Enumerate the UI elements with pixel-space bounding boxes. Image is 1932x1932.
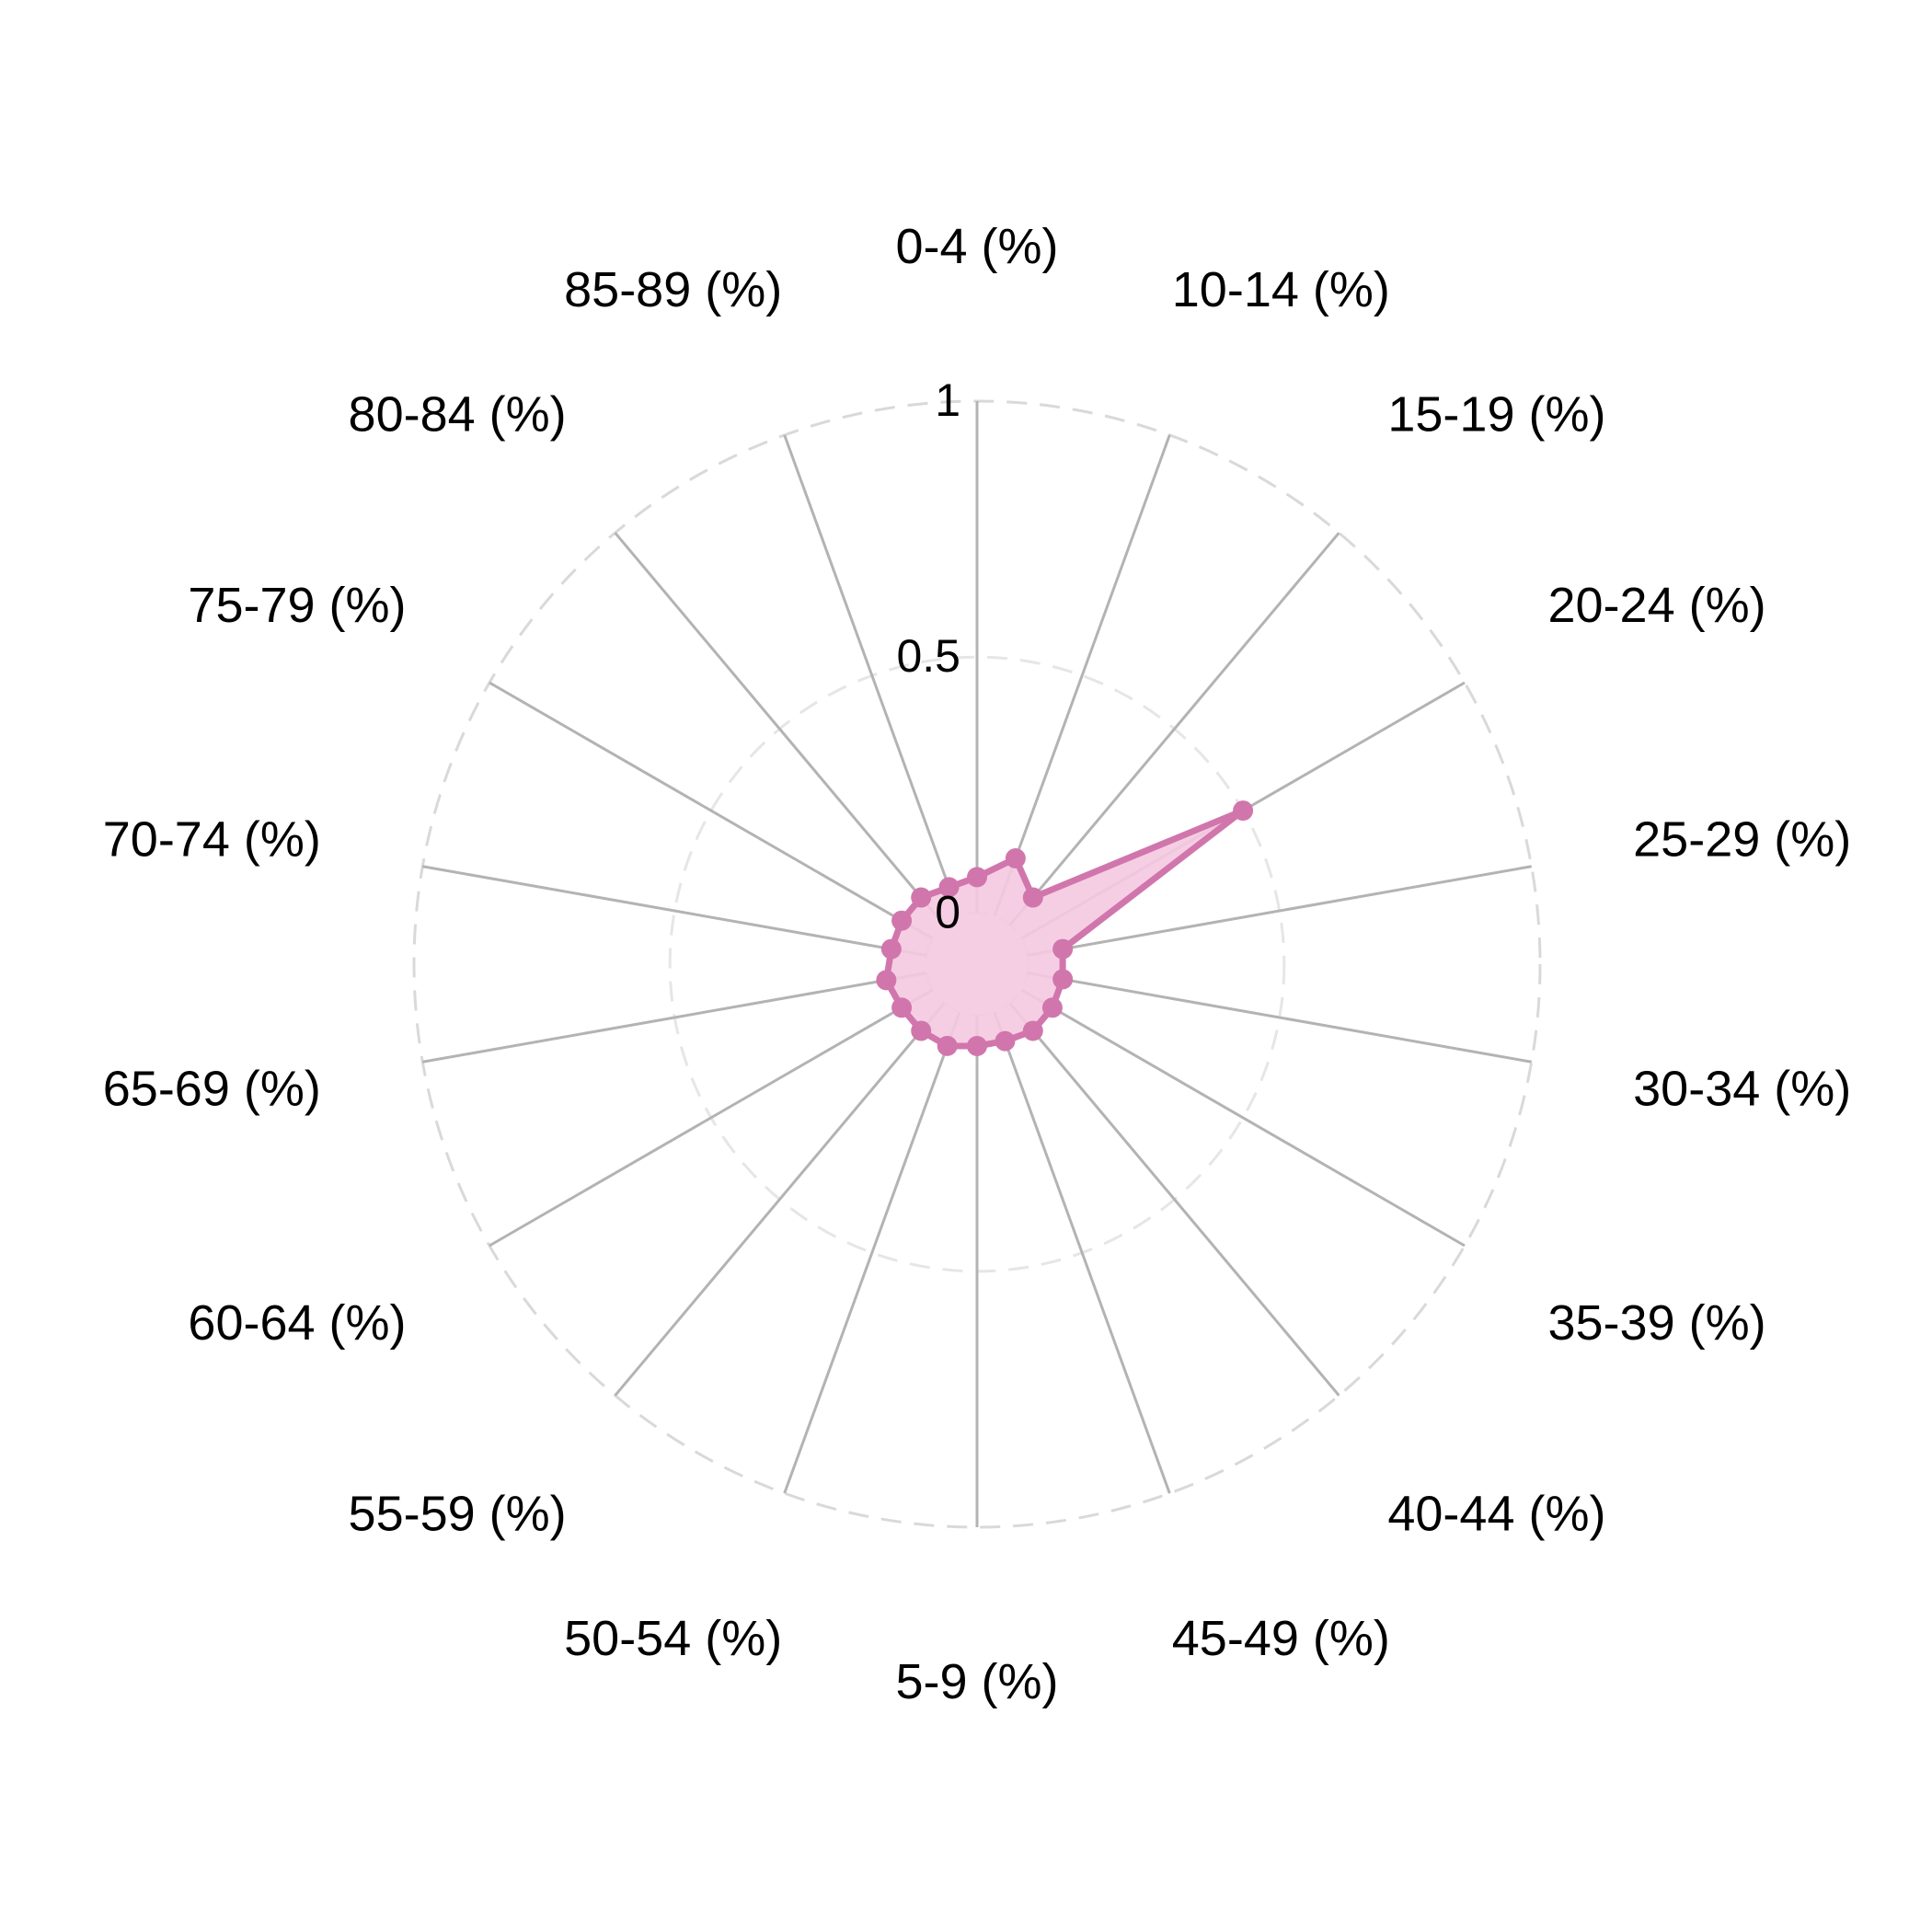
axis-label: 35-39 (%)	[1547, 1295, 1765, 1351]
axis-label: 85-89 (%)	[564, 262, 782, 317]
axis-spoke	[489, 681, 934, 940]
data-point-16	[911, 887, 932, 908]
axis-label: 20-24 (%)	[1547, 578, 1765, 633]
data-point-4	[1052, 938, 1074, 960]
axis-label: 5-9 (%)	[895, 1654, 1058, 1709]
data-point-7	[1022, 1020, 1043, 1041]
data-point-12	[891, 997, 913, 1018]
axis-label: 75-79 (%)	[188, 578, 406, 633]
axis-spoke	[1020, 988, 1466, 1248]
axis-label: 40-44 (%)	[1387, 1487, 1605, 1542]
data-point-17	[938, 877, 960, 898]
radial-tick-labels: 00.51	[896, 374, 960, 937]
axis-label: 45-49 (%)	[1172, 1611, 1390, 1666]
data-point-1	[1005, 847, 1026, 868]
axis-label: 0-4 (%)	[895, 219, 1058, 274]
axis-label: 80-84 (%)	[349, 386, 567, 442]
axis-spoke	[1008, 532, 1340, 926]
data-point-13	[876, 970, 897, 991]
axis-spoke	[783, 1011, 961, 1494]
data-point-15	[891, 910, 913, 931]
data-point-11	[911, 1020, 932, 1041]
data-point-10	[937, 1035, 958, 1056]
data-point-8	[995, 1030, 1016, 1052]
data-point-5	[1052, 969, 1074, 990]
axis-label: 30-34 (%)	[1633, 1061, 1851, 1116]
data-point-6	[1041, 997, 1063, 1018]
axis-spoke	[1008, 1002, 1340, 1397]
data-point-2	[1022, 887, 1043, 908]
axis-label: 70-74 (%)	[103, 812, 321, 868]
axis-spoke	[489, 988, 934, 1248]
axis-spokes	[422, 401, 1532, 1527]
data-point-9	[967, 1036, 987, 1057]
tick-label: 0	[935, 886, 960, 937]
tick-label: 1	[935, 374, 960, 426]
axis-spoke	[1027, 865, 1532, 957]
axis-label: 60-64 (%)	[188, 1295, 406, 1351]
axis-label: 55-59 (%)	[349, 1487, 567, 1542]
data-point-0	[967, 867, 987, 888]
axis-labels: 0-4 (%) 10-14 (%) 15-19 (%) 20-24 (%) 25-29 …	[103, 219, 1851, 1709]
axis-label: 65-69 (%)	[103, 1061, 321, 1116]
axis-spoke	[614, 1002, 946, 1397]
axis-label: 10-14 (%)	[1172, 262, 1390, 317]
data-point-3	[1233, 800, 1254, 822]
axis-spoke	[993, 434, 1171, 917]
axis-spoke	[614, 532, 946, 926]
axis-spoke	[422, 865, 927, 957]
axis-label: 25-29 (%)	[1633, 812, 1851, 868]
axis-spoke	[993, 1011, 1171, 1494]
series-layer	[876, 800, 1254, 1057]
axis-label: 15-19 (%)	[1387, 386, 1605, 442]
tick-label: 0.5	[896, 630, 960, 682]
axis-spoke	[783, 434, 961, 917]
axis-spoke	[422, 972, 927, 1064]
axis-label: 50-54 (%)	[564, 1611, 782, 1666]
data-point-14	[880, 938, 902, 960]
axis-spoke	[1027, 972, 1532, 1064]
